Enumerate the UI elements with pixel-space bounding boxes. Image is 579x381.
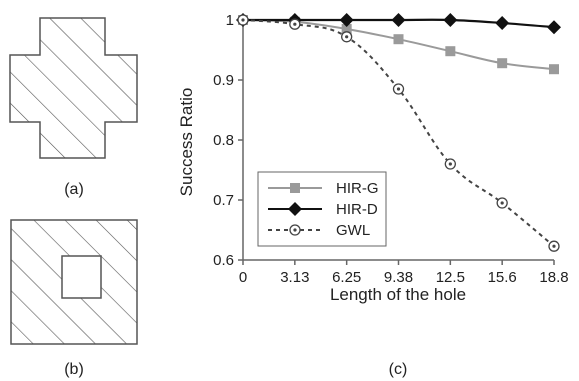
cross-shape — [9, 17, 138, 159]
x-tick-label: 0 — [239, 269, 247, 286]
data-point-gwl — [392, 83, 405, 95]
legend: HIR-G HIR-D GWL — [257, 171, 387, 247]
legend-item-hir-d: HIR-D — [268, 201, 378, 218]
legend-item-gwl: GWL — [268, 222, 370, 239]
legend-items: HIR-G HIR-D GWL — [268, 180, 379, 239]
data-point-gwl — [341, 31, 353, 43]
x-tick-label: 12.5 — [436, 269, 465, 286]
data-point-hir-g — [549, 64, 559, 75]
square-with-hole-shape — [10, 219, 138, 345]
series-line-hir-g — [242, 19, 555, 71]
caption-c: (c) — [389, 361, 408, 378]
panel-b: (b) — [10, 219, 138, 378]
data-point-hir-d — [443, 13, 458, 27]
data-point-gwl — [237, 14, 249, 26]
legend-marker-hir-d — [288, 202, 302, 216]
caption-b: (b) — [64, 361, 84, 378]
legend-item-hir-g: HIR-G — [268, 180, 379, 197]
panel-a: (a) — [9, 17, 138, 198]
x-tick-label: 6.25 — [332, 269, 361, 286]
legend-marker-hir-g — [290, 183, 300, 193]
data-point-gwl — [548, 240, 560, 252]
data-point-hir-g — [341, 24, 352, 34]
x-tick-label: 15.6 — [488, 269, 517, 286]
y-tick-label: 0.8 — [213, 132, 234, 149]
series-gwl — [237, 14, 560, 252]
legend-label-hir-g: HIR-G — [336, 180, 379, 197]
x-tick-label: 18.8 — [539, 269, 568, 286]
caption-a: (a) — [64, 181, 84, 198]
legend-label-hir-d: HIR-D — [336, 201, 378, 218]
chart: 0.60.70.80.91 0 3.13 6.25 9.38 12.5 15.6 18.8 … — [177, 12, 569, 378]
y-axis-title: Success Ratio — [177, 88, 196, 197]
data-point-hir-d — [339, 13, 354, 27]
data-point-gwl — [444, 158, 456, 170]
legend-label-gwl: GWL — [336, 222, 370, 239]
y-tick-label: 0.7 — [213, 192, 234, 209]
data-point-gwl — [289, 18, 301, 30]
data-point-hir-d — [391, 13, 406, 27]
data-point-gwl — [496, 197, 508, 209]
legend-marker-gwl — [289, 224, 301, 236]
x-tick-label: 3.13 — [280, 269, 309, 286]
data-point-hir-d — [495, 16, 510, 30]
x-tick-label: 9.38 — [384, 269, 413, 286]
data-point-hir-g — [393, 34, 404, 45]
y-tick-label: 0.6 — [213, 252, 234, 269]
y-axis: 0.6 0.7 0.8 0.9 1 — [213, 12, 244, 269]
y-tick-label: 1 — [226, 12, 234, 29]
data-point-hir-g — [497, 58, 508, 69]
series-layer — [236, 13, 561, 252]
y-tick-label: 0.9 — [213, 72, 234, 89]
x-axis: 0 3.13 6.25 9.38 12.5 15.6 18.8 — [239, 259, 569, 286]
x-axis-title: Length of the hole — [330, 285, 466, 304]
data-point-hir-g — [445, 46, 456, 57]
data-point-hir-d — [547, 20, 561, 35]
